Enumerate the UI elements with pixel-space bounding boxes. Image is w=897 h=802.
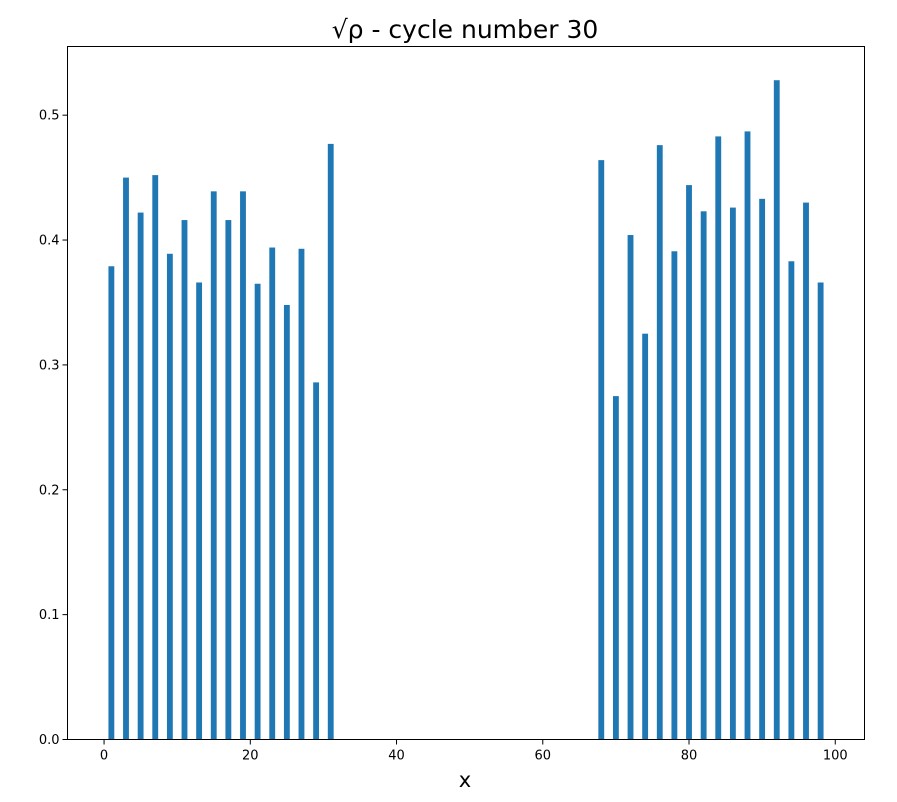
bar	[327, 143, 334, 740]
bar	[759, 198, 766, 740]
bar	[283, 304, 290, 740]
bar	[123, 177, 129, 740]
bar	[656, 145, 663, 740]
bar	[627, 235, 634, 740]
bar	[137, 212, 144, 740]
bar	[773, 80, 780, 740]
bar	[642, 333, 649, 740]
x-axis-ticks: 0 20 40 60 80 100	[100, 739, 848, 764]
bar	[817, 282, 824, 740]
chart-title-text: - cycle number 30	[364, 15, 599, 44]
x-axis-label: x	[459, 768, 471, 792]
plot-frame	[67, 46, 865, 740]
bar	[166, 253, 173, 740]
bar	[671, 251, 678, 740]
chart-title-symbol: √ρ	[332, 15, 364, 44]
bar	[686, 185, 692, 740]
y-tick-label: 0.5	[39, 109, 60, 124]
y-axis-ticks: 0.0 0.1 0.2 0.3 0.4 0.5	[39, 109, 68, 748]
x-tick-label: 80	[681, 749, 698, 764]
bar	[240, 191, 246, 740]
bar	[181, 220, 188, 740]
y-tick-label: 0.3	[39, 358, 60, 373]
bar	[269, 247, 276, 740]
bar	[254, 283, 261, 740]
x-tick-label: 100	[823, 749, 848, 764]
chart-title: √ρ - cycle number 30	[332, 15, 599, 44]
x-tick-label: 40	[388, 749, 405, 764]
bar	[788, 261, 795, 740]
x-tick-label: 0	[100, 749, 108, 764]
bar	[744, 131, 751, 740]
bar	[803, 202, 809, 740]
bar	[700, 211, 707, 740]
y-tick-label: 0.4	[39, 234, 60, 249]
bar	[225, 220, 232, 740]
bars-group	[108, 80, 824, 740]
bar	[210, 191, 217, 740]
x-tick-label: 20	[242, 749, 259, 764]
y-tick-label: 0.0	[39, 733, 60, 748]
bar	[313, 382, 320, 740]
bar	[152, 175, 159, 740]
bar	[298, 248, 305, 740]
bar	[729, 207, 736, 740]
x-tick-label: 60	[535, 749, 552, 764]
bar	[598, 160, 605, 740]
bar	[108, 266, 115, 740]
y-tick-label: 0.2	[39, 483, 60, 498]
y-tick-label: 0.1	[39, 608, 60, 623]
bar	[612, 396, 619, 740]
bar	[715, 136, 722, 740]
bar	[196, 282, 203, 740]
